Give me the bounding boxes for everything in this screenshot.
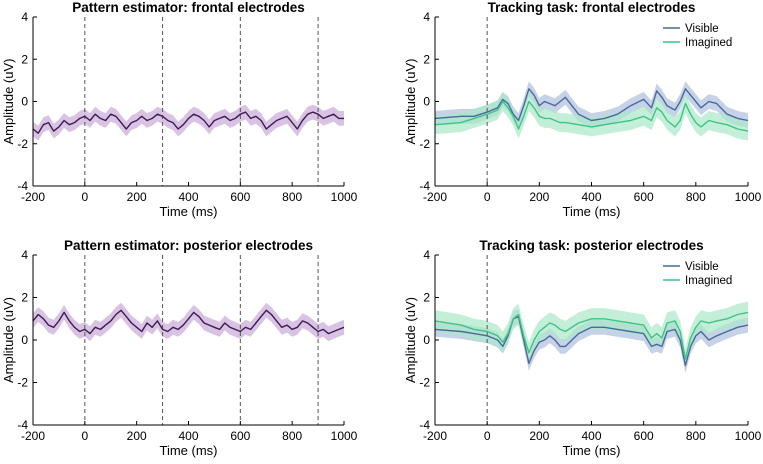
x-tick-label: 1000: [735, 429, 762, 443]
y-tick-label: 0: [21, 95, 28, 109]
x-axis-label: Time (ms): [562, 204, 620, 219]
x-tick-label: 400: [178, 429, 198, 443]
y-tick-label: -4: [419, 179, 430, 193]
y-tick-label: 4: [423, 248, 430, 262]
series-line-visible: [434, 315, 749, 367]
x-tick-label: 200: [529, 429, 549, 443]
x-tick-label: 400: [581, 429, 601, 443]
y-tick-label: 2: [423, 291, 430, 305]
series-line-pattern-estimator: [32, 111, 344, 134]
y-tick-label: 4: [21, 248, 28, 262]
chart-title: Pattern estimator: posterior electrodes: [64, 238, 313, 253]
x-tick-label: 600: [230, 190, 250, 204]
chart-title: Pattern estimator: frontal electrodes: [72, 0, 305, 15]
y-axis-label: Amplitude (uV): [403, 297, 418, 383]
x-tick-label: 600: [634, 190, 654, 204]
y-tick-label: 0: [423, 95, 430, 109]
x-axis-label: Time (ms): [562, 443, 620, 458]
legend-label-imagined: Imagined: [685, 275, 732, 287]
legend-label-visible: Visible: [685, 23, 719, 35]
y-tick-label: -4: [419, 418, 430, 432]
x-tick-label: 0: [484, 429, 491, 443]
x-tick-label: 200: [127, 190, 147, 204]
legend-label-visible: Visible: [685, 261, 719, 273]
legend-label-imagined: Imagined: [685, 37, 732, 49]
chart-panel-4: -200 0 200 400 600 800 1000 -4 -2 0 2 4 Tracking tas…: [403, 238, 762, 458]
x-tick-label: 1000: [331, 429, 358, 443]
x-tick-label: 600: [634, 429, 654, 443]
y-tick-label: 0: [21, 333, 28, 347]
series-line-imagined: [434, 311, 749, 360]
x-tick-label: 1000: [735, 190, 762, 204]
x-tick-label: 800: [686, 190, 706, 204]
x-tick-label: -200: [21, 190, 45, 204]
x-tick-label: -200: [423, 429, 447, 443]
y-tick-label: -2: [17, 137, 28, 151]
x-axis-label: Time (ms): [159, 204, 217, 219]
x-tick-label: 0: [81, 429, 88, 443]
chart-title: Tracking task: frontal electrodes: [488, 0, 696, 15]
x-tick-label: 200: [127, 429, 147, 443]
y-tick-label: 4: [21, 10, 28, 24]
x-tick-label: 800: [282, 429, 302, 443]
y-tick-label: 0: [423, 333, 430, 347]
legend: Visible Imagined: [663, 23, 732, 49]
x-tick-label: 0: [484, 190, 491, 204]
x-tick-label: 400: [581, 190, 601, 204]
series-band-pattern-estimator: [33, 302, 344, 342]
series-line-imagined: [434, 100, 749, 132]
y-tick-label: -2: [419, 137, 430, 151]
x-axis-label: Time (ms): [159, 443, 217, 458]
y-tick-label: -4: [17, 179, 28, 193]
x-tick-label: -200: [423, 190, 447, 204]
y-tick-label: -2: [419, 376, 430, 390]
y-tick-label: -4: [17, 418, 28, 432]
y-tick-label: 2: [21, 52, 28, 66]
x-tick-label: -200: [21, 429, 45, 443]
x-tick-label: 800: [686, 429, 706, 443]
y-axis-label: Amplitude (uV): [1, 297, 16, 383]
x-tick-label: 200: [529, 190, 549, 204]
chart-panel-3: -200 0 200 400 600 800 1000 -4 -2 0 2 4 Pattern esti…: [1, 238, 358, 458]
series-line-pattern-estimator: [32, 309, 345, 335]
x-tick-label: 800: [282, 190, 302, 204]
x-tick-label: 600: [230, 429, 250, 443]
series-line-visible: [434, 88, 749, 122]
y-axis-label: Amplitude (uV): [403, 59, 418, 145]
x-tick-label: 1000: [331, 190, 358, 204]
y-tick-label: 2: [423, 52, 430, 66]
y-tick-label: -2: [17, 376, 28, 390]
chart-title: Tracking task: posterior electrodes: [479, 238, 703, 253]
x-tick-label: 0: [81, 190, 88, 204]
y-tick-label: 2: [21, 291, 28, 305]
y-axis-label: Amplitude (uV): [1, 59, 16, 145]
series-band-imagined: [435, 92, 748, 141]
y-tick-label: 4: [423, 10, 430, 24]
chart-panel-2: -200 0 200 400 600 800 1000 -4 -2 0 2 4 Tracking tas…: [403, 0, 762, 219]
chart-panel-1: -200 0 200 400 600 800 1000 -4 -2 0 2 4 Pattern esti…: [1, 0, 358, 219]
series-band-pattern-estimator: [33, 104, 344, 141]
x-tick-label: 400: [178, 190, 198, 204]
legend: Visible Imagined: [663, 261, 732, 287]
